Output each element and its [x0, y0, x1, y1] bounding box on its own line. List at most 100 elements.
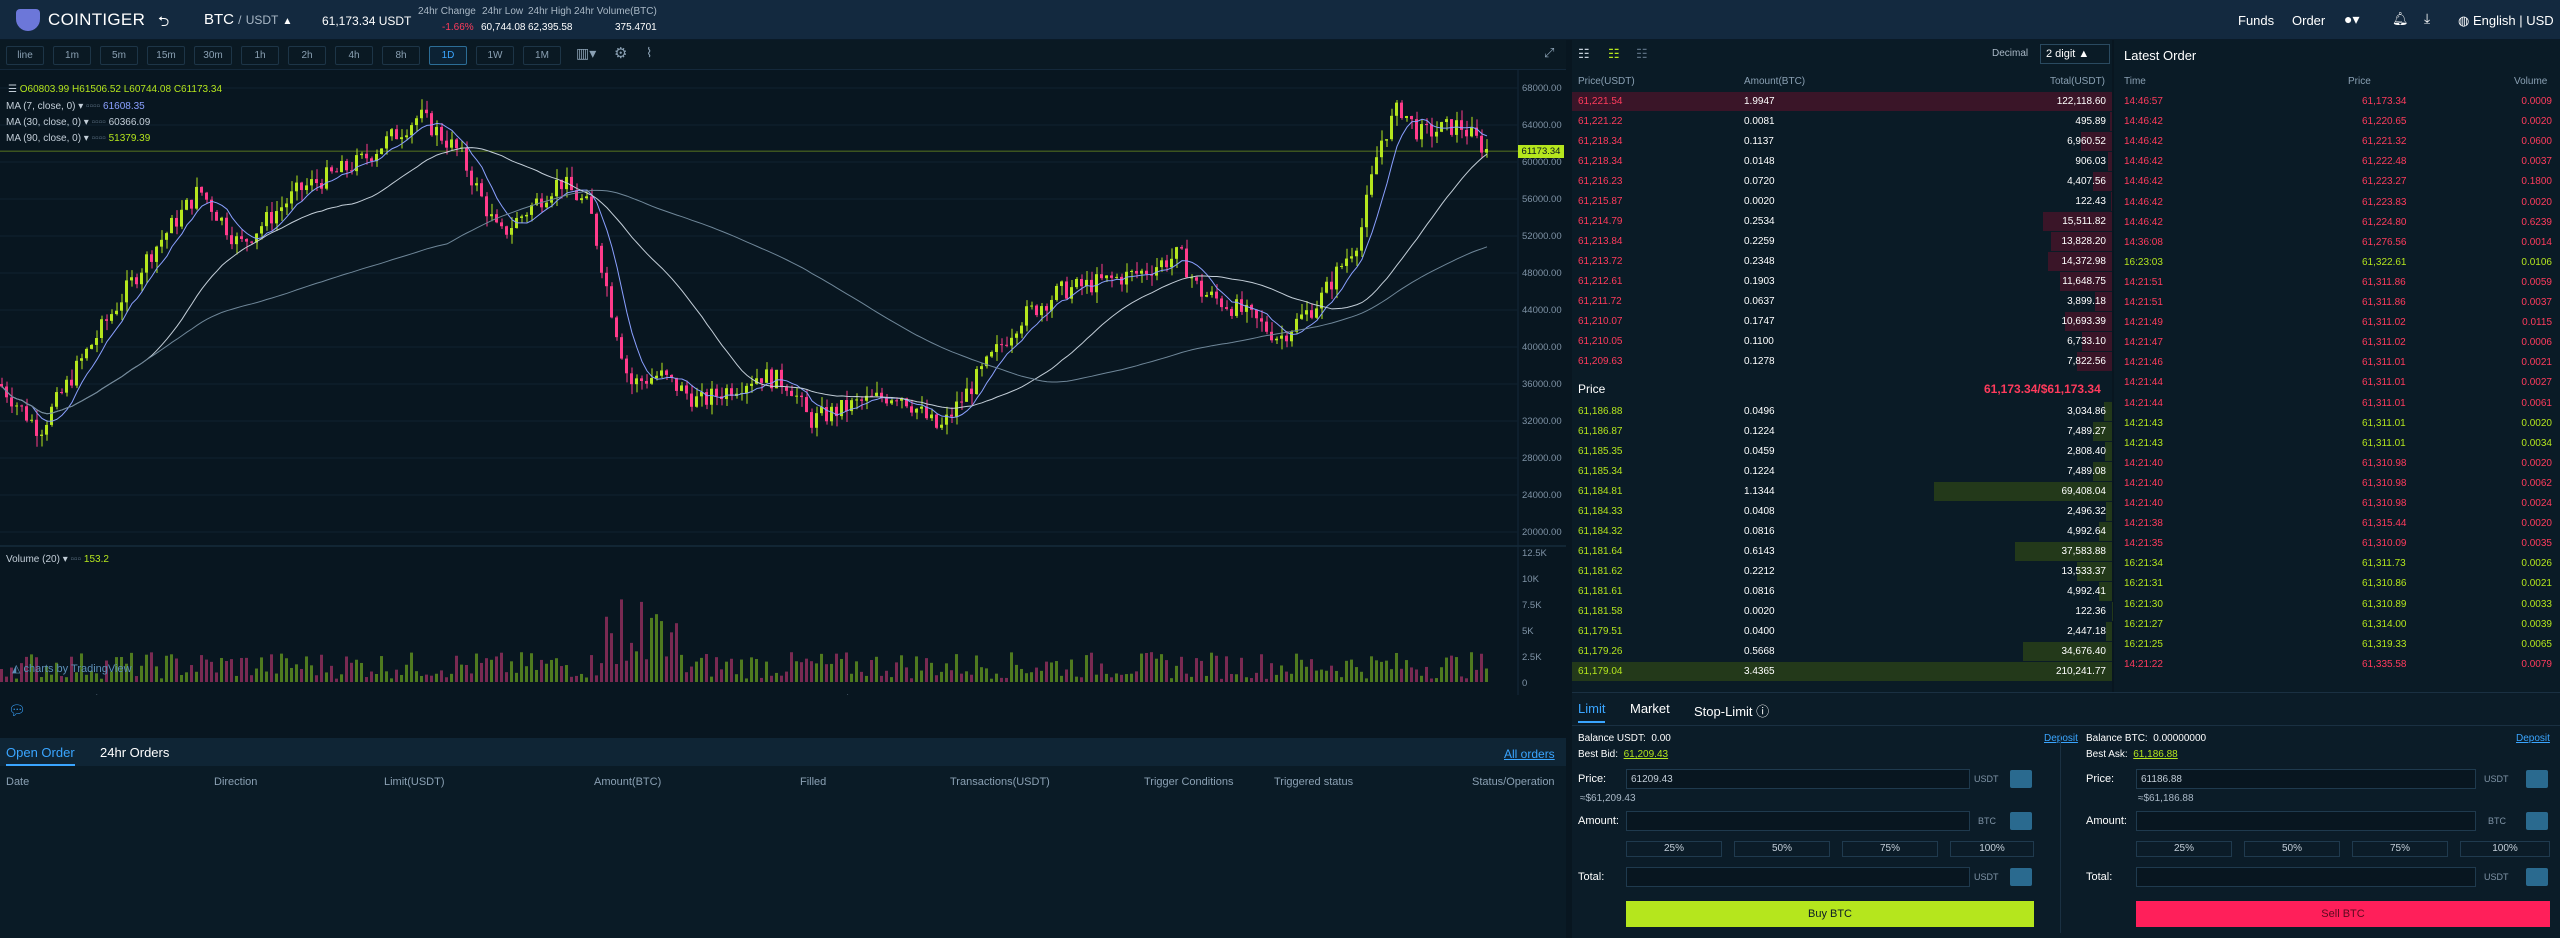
- ob-price[interactable]: 61,216.23: [1578, 176, 1623, 187]
- best-bid-value[interactable]: 61,209.43: [1623, 749, 1669, 760]
- ob-price[interactable]: 61,215.87: [1578, 196, 1623, 207]
- pair-selector[interactable]: BTC / USDT ▲: [204, 11, 292, 28]
- ob-price[interactable]: 61,218.34: [1578, 156, 1623, 167]
- bell-icon[interactable]: 🔔︎: [2392, 11, 2409, 26]
- ob-price[interactable]: 61,179.26: [1578, 646, 1623, 657]
- ob-price[interactable]: 61,210.07: [1578, 316, 1623, 327]
- ob-price[interactable]: 61,221.54: [1578, 96, 1623, 107]
- logo[interactable]: COINTIGER: [16, 9, 145, 31]
- timeframe-2h[interactable]: 2h: [288, 46, 326, 65]
- buy-pct-75[interactable]: 75%: [1842, 841, 1938, 857]
- back-icon[interactable]: ⮌: [158, 13, 170, 29]
- chart-canvas[interactable]: 68000.00 64000.00 60000.00 56000.00 52000.00…: [0, 70, 1566, 705]
- ob-price[interactable]: 61,184.32: [1578, 526, 1623, 537]
- timeframe-1M[interactable]: 1M: [523, 46, 561, 65]
- timeframe-8h[interactable]: 8h: [382, 46, 420, 65]
- chat-icon[interactable]: 💬︎: [8, 702, 26, 718]
- best-ask-value[interactable]: 61,186.88: [2133, 749, 2178, 760]
- timeframe-5m[interactable]: 5m: [100, 46, 138, 65]
- sell-amount-stepper[interactable]: [2526, 812, 2548, 830]
- tab-24hr-orders[interactable]: 24hr Orders: [100, 745, 170, 760]
- fullscreen-icon[interactable]: ⤢: [1544, 45, 1555, 60]
- timeframe-15m[interactable]: 15m: [147, 46, 185, 65]
- sell-pct-75[interactable]: 75%: [2352, 841, 2448, 857]
- ob-price[interactable]: 61,186.87: [1578, 426, 1623, 437]
- ob-price[interactable]: 61,184.33: [1578, 506, 1623, 517]
- sell-price-stepper[interactable]: [2526, 770, 2548, 788]
- sell-deposit-link[interactable]: Deposit: [2516, 733, 2550, 744]
- ob-price[interactable]: 61,211.72: [1578, 296, 1622, 307]
- all-orders-link[interactable]: All orders: [1504, 747, 1555, 761]
- sell-total-stepper[interactable]: [2526, 868, 2548, 886]
- ob-price[interactable]: 61,213.72: [1578, 256, 1623, 267]
- ob-price[interactable]: 61,179.51: [1578, 626, 1623, 637]
- buy-button[interactable]: Buy BTC: [1626, 901, 2034, 927]
- ob-price[interactable]: 61,184.81: [1578, 486, 1623, 497]
- ob-price[interactable]: 61,185.34: [1578, 466, 1623, 477]
- indicator-controls-icon[interactable]: ▫▫▫▫: [91, 117, 106, 128]
- indicators-icon[interactable]: ⌇: [646, 45, 653, 60]
- buy-total-stepper[interactable]: [2010, 868, 2032, 886]
- buy-amount-input[interactable]: [1626, 811, 1970, 831]
- sell-pct-25[interactable]: 25%: [2136, 841, 2232, 857]
- ob-price[interactable]: 61,214.79: [1578, 216, 1623, 227]
- sell-amount-input[interactable]: [2136, 811, 2476, 831]
- buy-pct-50[interactable]: 50%: [1734, 841, 1830, 857]
- ob-price[interactable]: 61,218.34: [1578, 136, 1623, 147]
- tab-market[interactable]: Market: [1630, 701, 1670, 716]
- timeframe-line[interactable]: line: [6, 46, 44, 65]
- indicator-ma7[interactable]: MA (7, close, 0) ▾ ▫▫▫▫ 61608.35: [6, 101, 145, 112]
- info-icon[interactable]: ⓘ: [1756, 704, 1770, 719]
- indicator-controls-icon[interactable]: ▫▫▫▫: [86, 101, 101, 112]
- buy-price-input[interactable]: 61209.43: [1626, 769, 1970, 789]
- indicator-ma90[interactable]: MA (90, close, 0) ▾ ▫▫▫▫ 51379.39: [6, 133, 151, 144]
- buy-total-input[interactable]: [1626, 867, 1970, 887]
- collapse-icon[interactable]: ☰: [8, 84, 17, 95]
- ob-price[interactable]: 61,221.22: [1578, 116, 1623, 127]
- ob-price[interactable]: 61,181.61: [1578, 586, 1623, 597]
- ob-price[interactable]: 61,212.61: [1578, 276, 1623, 287]
- ob-price[interactable]: 61,186.88: [1578, 406, 1623, 417]
- gear-icon[interactable]: ⚙: [614, 45, 628, 62]
- decimal-select[interactable]: 2 digit ▲: [2040, 44, 2110, 64]
- tab-open-order[interactable]: Open Order: [6, 745, 75, 766]
- download-icon[interactable]: ⤓: [2424, 10, 2431, 26]
- ob-price[interactable]: 61,179.04: [1578, 666, 1623, 677]
- buy-pct-25[interactable]: 25%: [1626, 841, 1722, 857]
- book-asks-icon[interactable]: ☷: [1636, 46, 1648, 61]
- buy-price-stepper[interactable]: [2010, 770, 2032, 788]
- sell-pct-100[interactable]: 100%: [2460, 841, 2550, 857]
- sell-button[interactable]: Sell BTC: [2136, 901, 2550, 927]
- book-both-icon[interactable]: ☷: [1578, 46, 1590, 61]
- ob-price[interactable]: 61,181.58: [1578, 606, 1623, 617]
- tradingview-attribution[interactable]: ◭ charts by TradingView: [12, 662, 132, 675]
- sell-pct-50[interactable]: 50%: [2244, 841, 2340, 857]
- sell-total-input[interactable]: [2136, 867, 2476, 887]
- price-chart[interactable]: 68000.00 64000.00 60000.00 56000.00 52000.00…: [0, 70, 1566, 718]
- timeframe-1W[interactable]: 1W: [476, 46, 514, 65]
- ob-price[interactable]: 61,185.35: [1578, 446, 1623, 457]
- book-bids-icon[interactable]: ☷: [1608, 46, 1620, 61]
- timeframe-1h[interactable]: 1h: [241, 46, 279, 65]
- indicator-controls-icon[interactable]: ▫▫▫: [70, 554, 82, 565]
- tab-stop-limit[interactable]: Stop-Limit ⓘ: [1694, 701, 1769, 720]
- volume-indicator[interactable]: Volume (20) ▾ ▫▫▫ 153.2: [6, 554, 109, 565]
- tab-limit[interactable]: Limit: [1578, 701, 1606, 723]
- timeframe-30m[interactable]: 30m: [194, 46, 232, 65]
- ob-price[interactable]: 61,213.84: [1578, 236, 1623, 247]
- ob-price[interactable]: 61,210.05: [1578, 336, 1623, 347]
- funds-link[interactable]: Funds: [2238, 13, 2275, 28]
- ob-price[interactable]: 61,209.63: [1578, 356, 1623, 367]
- timeframe-1m[interactable]: 1m: [53, 46, 91, 65]
- ob-price[interactable]: 61,181.64: [1578, 546, 1623, 557]
- buy-pct-100[interactable]: 100%: [1950, 841, 2034, 857]
- user-icon[interactable]: ●▾: [2344, 11, 2360, 27]
- language-selector[interactable]: ◍ English | USD: [2458, 13, 2554, 29]
- indicator-controls-icon[interactable]: ▫▫▫▫: [91, 133, 106, 144]
- ob-price[interactable]: 61,181.62: [1578, 566, 1623, 577]
- buy-amount-stepper[interactable]: [2010, 812, 2032, 830]
- candle-type-icon[interactable]: ▥▾: [576, 45, 597, 61]
- order-link[interactable]: Order: [2292, 13, 2326, 28]
- timeframe-4h[interactable]: 4h: [335, 46, 373, 65]
- timeframe-1D[interactable]: 1D: [429, 46, 467, 65]
